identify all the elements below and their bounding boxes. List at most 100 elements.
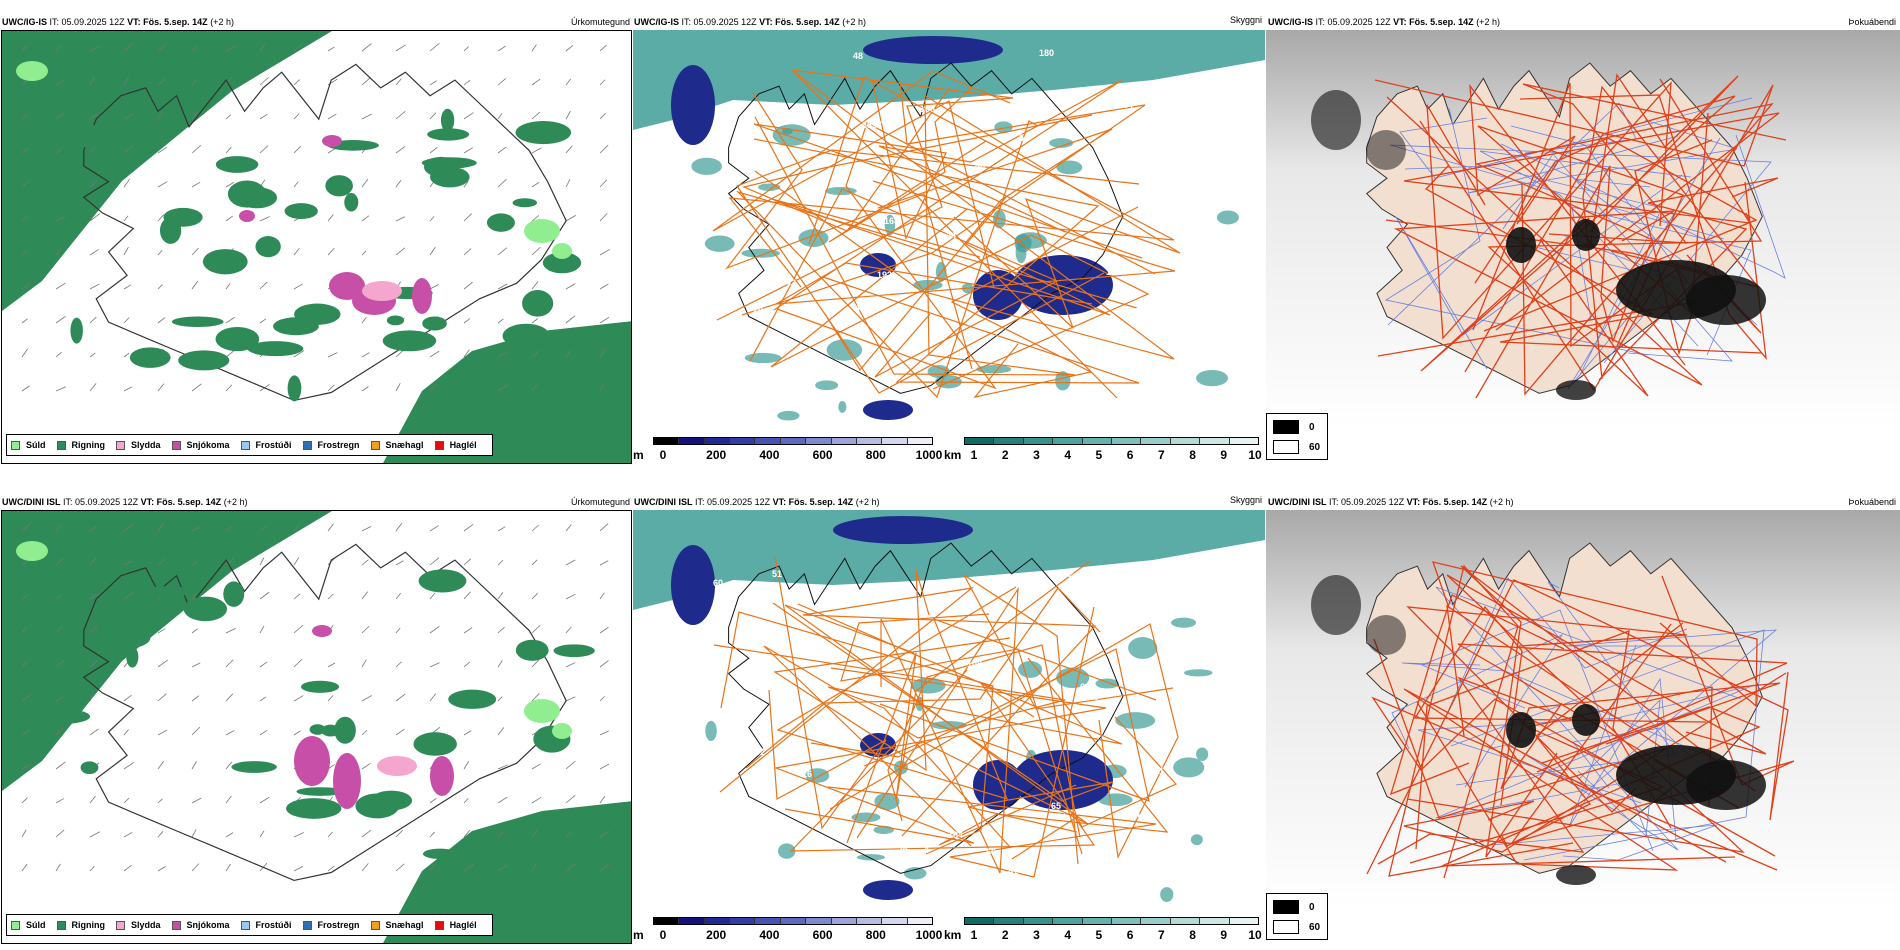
colorbar-segment bbox=[1200, 438, 1230, 444]
ceiling-colorbar: m 0 200 400 600 800 1000 bbox=[633, 917, 942, 943]
visibility-map-graphic: 6857 72 54 60 163 66 192 180 117 164 162 107 79 42 20 4… bbox=[633, 30, 1265, 430]
legend-item: Haglél bbox=[434, 440, 477, 450]
snow-patch bbox=[412, 278, 432, 314]
visibility-colorbar: km 1 2 3 4 5 6 7 8 9 10 bbox=[944, 917, 1264, 943]
model-name: UWC/DINI ISL bbox=[2, 497, 61, 507]
legend-swatch bbox=[171, 440, 181, 450]
ceiling-value-label: 362 bbox=[750, 747, 765, 757]
ceiling-value-label: 64 bbox=[715, 179, 725, 189]
ceiling-value-label: 111 bbox=[1150, 766, 1164, 776]
panel-header: UWC/IG-IS IT: 05.09.2025 12Z VT: Fös. 5.… bbox=[634, 17, 866, 27]
legend-swatch bbox=[302, 920, 312, 930]
legend-label: Súld bbox=[26, 920, 46, 930]
legend-label: Haglél bbox=[449, 920, 477, 930]
ceiling-value-label: 56 bbox=[1153, 370, 1163, 380]
legend-item: Frostregn bbox=[302, 440, 360, 450]
colorbar-segment bbox=[1200, 918, 1230, 924]
colorbar-tick: 4 bbox=[1064, 448, 1071, 462]
lead-time: (+2 h) bbox=[210, 17, 234, 27]
cloud-patch bbox=[1184, 669, 1213, 677]
cloud-patch bbox=[1098, 793, 1133, 807]
colorbar-segment bbox=[654, 918, 680, 924]
visibility-map: 62 50 108 60 52 236 184 362 62 97 16 54 4 81 57 66 65 54 1… bbox=[633, 510, 1265, 910]
colorbar-segment bbox=[882, 918, 908, 924]
low-ceiling-area bbox=[671, 65, 715, 145]
it-value: 05.09.2025 12Z bbox=[707, 497, 771, 507]
lead-time: (+2 h) bbox=[223, 497, 248, 507]
it-label: IT: bbox=[63, 497, 73, 507]
vt-label: VT: bbox=[127, 17, 141, 27]
it-label: IT: bbox=[695, 497, 705, 507]
legend-label: Slydda bbox=[131, 920, 161, 930]
colorbar-segment bbox=[806, 918, 832, 924]
legend-swatch bbox=[370, 440, 380, 450]
snow-patch bbox=[430, 756, 454, 796]
rain-patch bbox=[129, 347, 171, 368]
fog-map-graphic bbox=[1266, 510, 1900, 910]
ceiling-value-label: 62 bbox=[900, 842, 910, 852]
roads bbox=[713, 555, 1179, 878]
ceiling-value-label: 66 bbox=[986, 847, 996, 857]
fog-legend-swatch bbox=[1273, 920, 1299, 934]
cloud-patch bbox=[1018, 661, 1043, 678]
cloud-patch bbox=[910, 677, 946, 694]
cloud-patch bbox=[691, 157, 722, 175]
legend-swatch bbox=[116, 440, 125, 450]
fog-legend-label: 0 bbox=[1309, 421, 1315, 433]
drizzle-patch bbox=[524, 699, 560, 723]
rain-patch bbox=[486, 213, 515, 232]
cloud-patch bbox=[1015, 241, 1027, 264]
rain-patch bbox=[80, 761, 99, 775]
cloud-patch bbox=[1160, 887, 1174, 902]
panel-header: UWC/IG-IS IT: 05.09.2025 12Z VT: Fös. 5.… bbox=[2, 17, 234, 27]
ceiling-value-label: 107 bbox=[1106, 267, 1121, 277]
fog-title: Þokuábendi bbox=[1848, 497, 1896, 507]
legend-label: Súld bbox=[26, 440, 46, 450]
rain-area bbox=[2, 31, 332, 311]
low-ceiling-area bbox=[860, 253, 896, 277]
rain-area bbox=[383, 321, 631, 463]
rain-patch bbox=[466, 839, 483, 865]
legend-swatch bbox=[370, 920, 380, 930]
cloud-patch bbox=[815, 380, 839, 391]
drizzle-patch bbox=[16, 541, 48, 561]
colorbar-segment bbox=[965, 438, 995, 444]
legend-swatch bbox=[56, 920, 66, 930]
cloud-patch bbox=[976, 365, 1012, 374]
ceiling-value-label: 40 bbox=[1089, 692, 1099, 702]
colorbar-segment bbox=[654, 438, 680, 444]
ceiling-value-label: 54 bbox=[1019, 133, 1029, 143]
rain-patch bbox=[370, 790, 413, 811]
cloud-patch bbox=[705, 720, 717, 741]
rain-patch bbox=[325, 175, 353, 197]
rain-patch bbox=[515, 120, 572, 145]
colorbar-tick: 600 bbox=[812, 928, 833, 942]
low-ceiling-area bbox=[833, 516, 973, 544]
ceiling-value-label: 54 bbox=[1056, 812, 1066, 822]
lead-time: (+2 h) bbox=[842, 17, 866, 27]
vt-label: VT: bbox=[772, 497, 787, 507]
rain-patch bbox=[440, 108, 455, 132]
colorbar-segment bbox=[831, 918, 857, 924]
colorbar-tick: 1 bbox=[970, 448, 978, 462]
cloud-patch bbox=[994, 121, 1013, 134]
fog-map bbox=[1266, 30, 1900, 430]
fog-legend-label: 60 bbox=[1309, 441, 1321, 453]
colorbar-tick: 400 bbox=[759, 448, 780, 462]
colorbar-tick: 400 bbox=[759, 928, 780, 942]
rain-patch bbox=[448, 689, 497, 709]
vt-value: Fös. 5.sep. 14Z bbox=[143, 17, 208, 27]
colorbar-segment bbox=[907, 438, 932, 444]
ceiling-value-label: 54 bbox=[1130, 809, 1140, 819]
rain-patch bbox=[35, 709, 91, 724]
ceiling-value-label: 81 bbox=[1008, 866, 1018, 876]
cloud-patch bbox=[1095, 678, 1119, 689]
cloud-patch bbox=[874, 792, 900, 810]
it-label: IT: bbox=[1315, 17, 1326, 27]
ceiling-value-label: 62 bbox=[1080, 682, 1090, 692]
legend-swatch bbox=[434, 920, 444, 930]
legend-item: Frostúði bbox=[240, 440, 292, 450]
colorbar-strip bbox=[653, 917, 933, 925]
legend-swatch bbox=[171, 920, 181, 930]
lead-time: (+2 h) bbox=[855, 497, 880, 507]
